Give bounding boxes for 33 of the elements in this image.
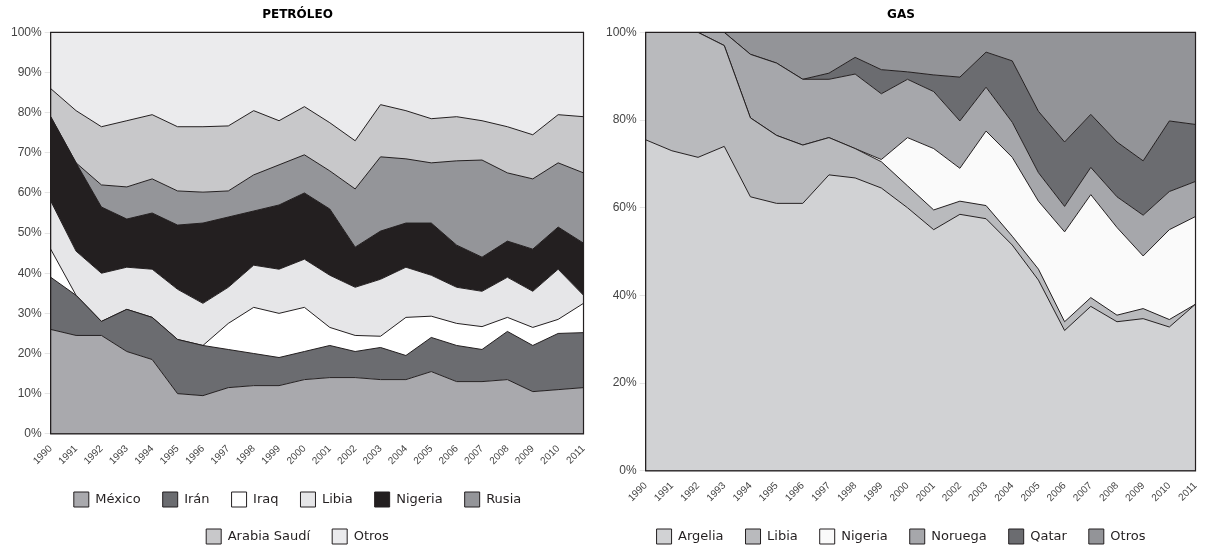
legend-label: Irán	[184, 490, 210, 506]
y-tick-label: 50%	[17, 225, 43, 240]
legend-label: Arabia Saudí	[227, 527, 311, 543]
legend-label: Libia	[767, 527, 798, 543]
y-tick-label: 40%	[612, 287, 638, 302]
y-tick-label: 60%	[612, 200, 638, 215]
y-tick-label: 40%	[17, 265, 43, 280]
legend-label: Rusia	[486, 490, 522, 506]
y-tick-label: 80%	[17, 104, 43, 119]
y-tick-label: 10%	[17, 385, 43, 400]
y-tick-label: 20%	[17, 345, 43, 360]
y-tick-label: 90%	[17, 64, 43, 79]
chart-title: GAS	[887, 7, 915, 22]
legend-label: Noruega	[931, 527, 987, 543]
y-tick-label: 30%	[17, 305, 43, 320]
y-tick-label: 0%	[24, 426, 43, 441]
y-tick-label: 60%	[17, 185, 43, 200]
y-tick-label: 70%	[17, 145, 43, 160]
legend-label: Qatar	[1030, 527, 1068, 543]
y-tick-label: 0%	[619, 463, 638, 478]
chart-title: PETRÓLEO	[262, 6, 333, 22]
legend-label: Argelia	[678, 527, 724, 543]
y-tick-label: 20%	[612, 375, 638, 390]
legend-label: Libia	[321, 490, 353, 506]
y-tick-label: 100%	[605, 24, 638, 39]
legend-label: Iraq	[253, 490, 279, 506]
y-tick-label: 100%	[10, 24, 43, 39]
legend-label: México	[95, 490, 141, 506]
legend-label: Otros	[353, 527, 390, 543]
legend-label: Otros	[1110, 527, 1146, 543]
legend-label: Nigeria	[841, 527, 888, 543]
legend-label: Nigeria	[396, 490, 443, 506]
y-tick-label: 80%	[612, 112, 638, 127]
